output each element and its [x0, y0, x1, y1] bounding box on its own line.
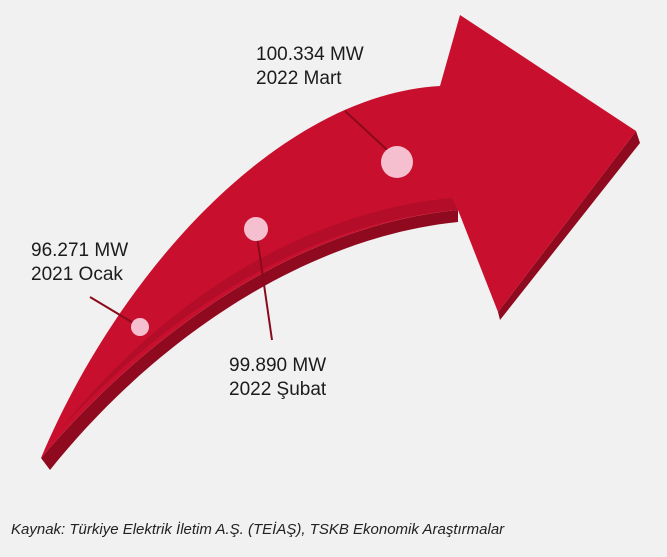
- period-2022-mart: 2022 Mart: [256, 68, 342, 89]
- leader-line-ocak: [89, 296, 141, 328]
- period-2022-subat: 2022 Şubat: [229, 379, 327, 400]
- source-note: Kaynak: Türkiye Elektrik İletim A.Ş. (TE…: [11, 521, 505, 538]
- marker-2022-subat: [244, 217, 268, 241]
- arrow-top-face: [41, 15, 636, 458]
- marker-2022-mart: [381, 146, 413, 178]
- label-2022-mart: 100.334 MW 2022 Mart: [256, 43, 364, 91]
- arrow-head-side-face: [498, 131, 640, 320]
- period-2021-ocak: 2021 Ocak: [31, 264, 123, 285]
- leader-line-subat: [255, 228, 273, 341]
- value-2022-subat: 99.890 MW: [229, 355, 327, 376]
- value-2021-ocak: 96.271 MW: [31, 240, 129, 261]
- label-2021-ocak: 96.271 MW 2021 Ocak: [31, 239, 128, 287]
- value-2022-mart: 100.334 MW: [256, 44, 364, 65]
- marker-2021-ocak: [131, 318, 149, 336]
- label-2022-subat: 99.890 MW 2022 Şubat: [229, 354, 326, 402]
